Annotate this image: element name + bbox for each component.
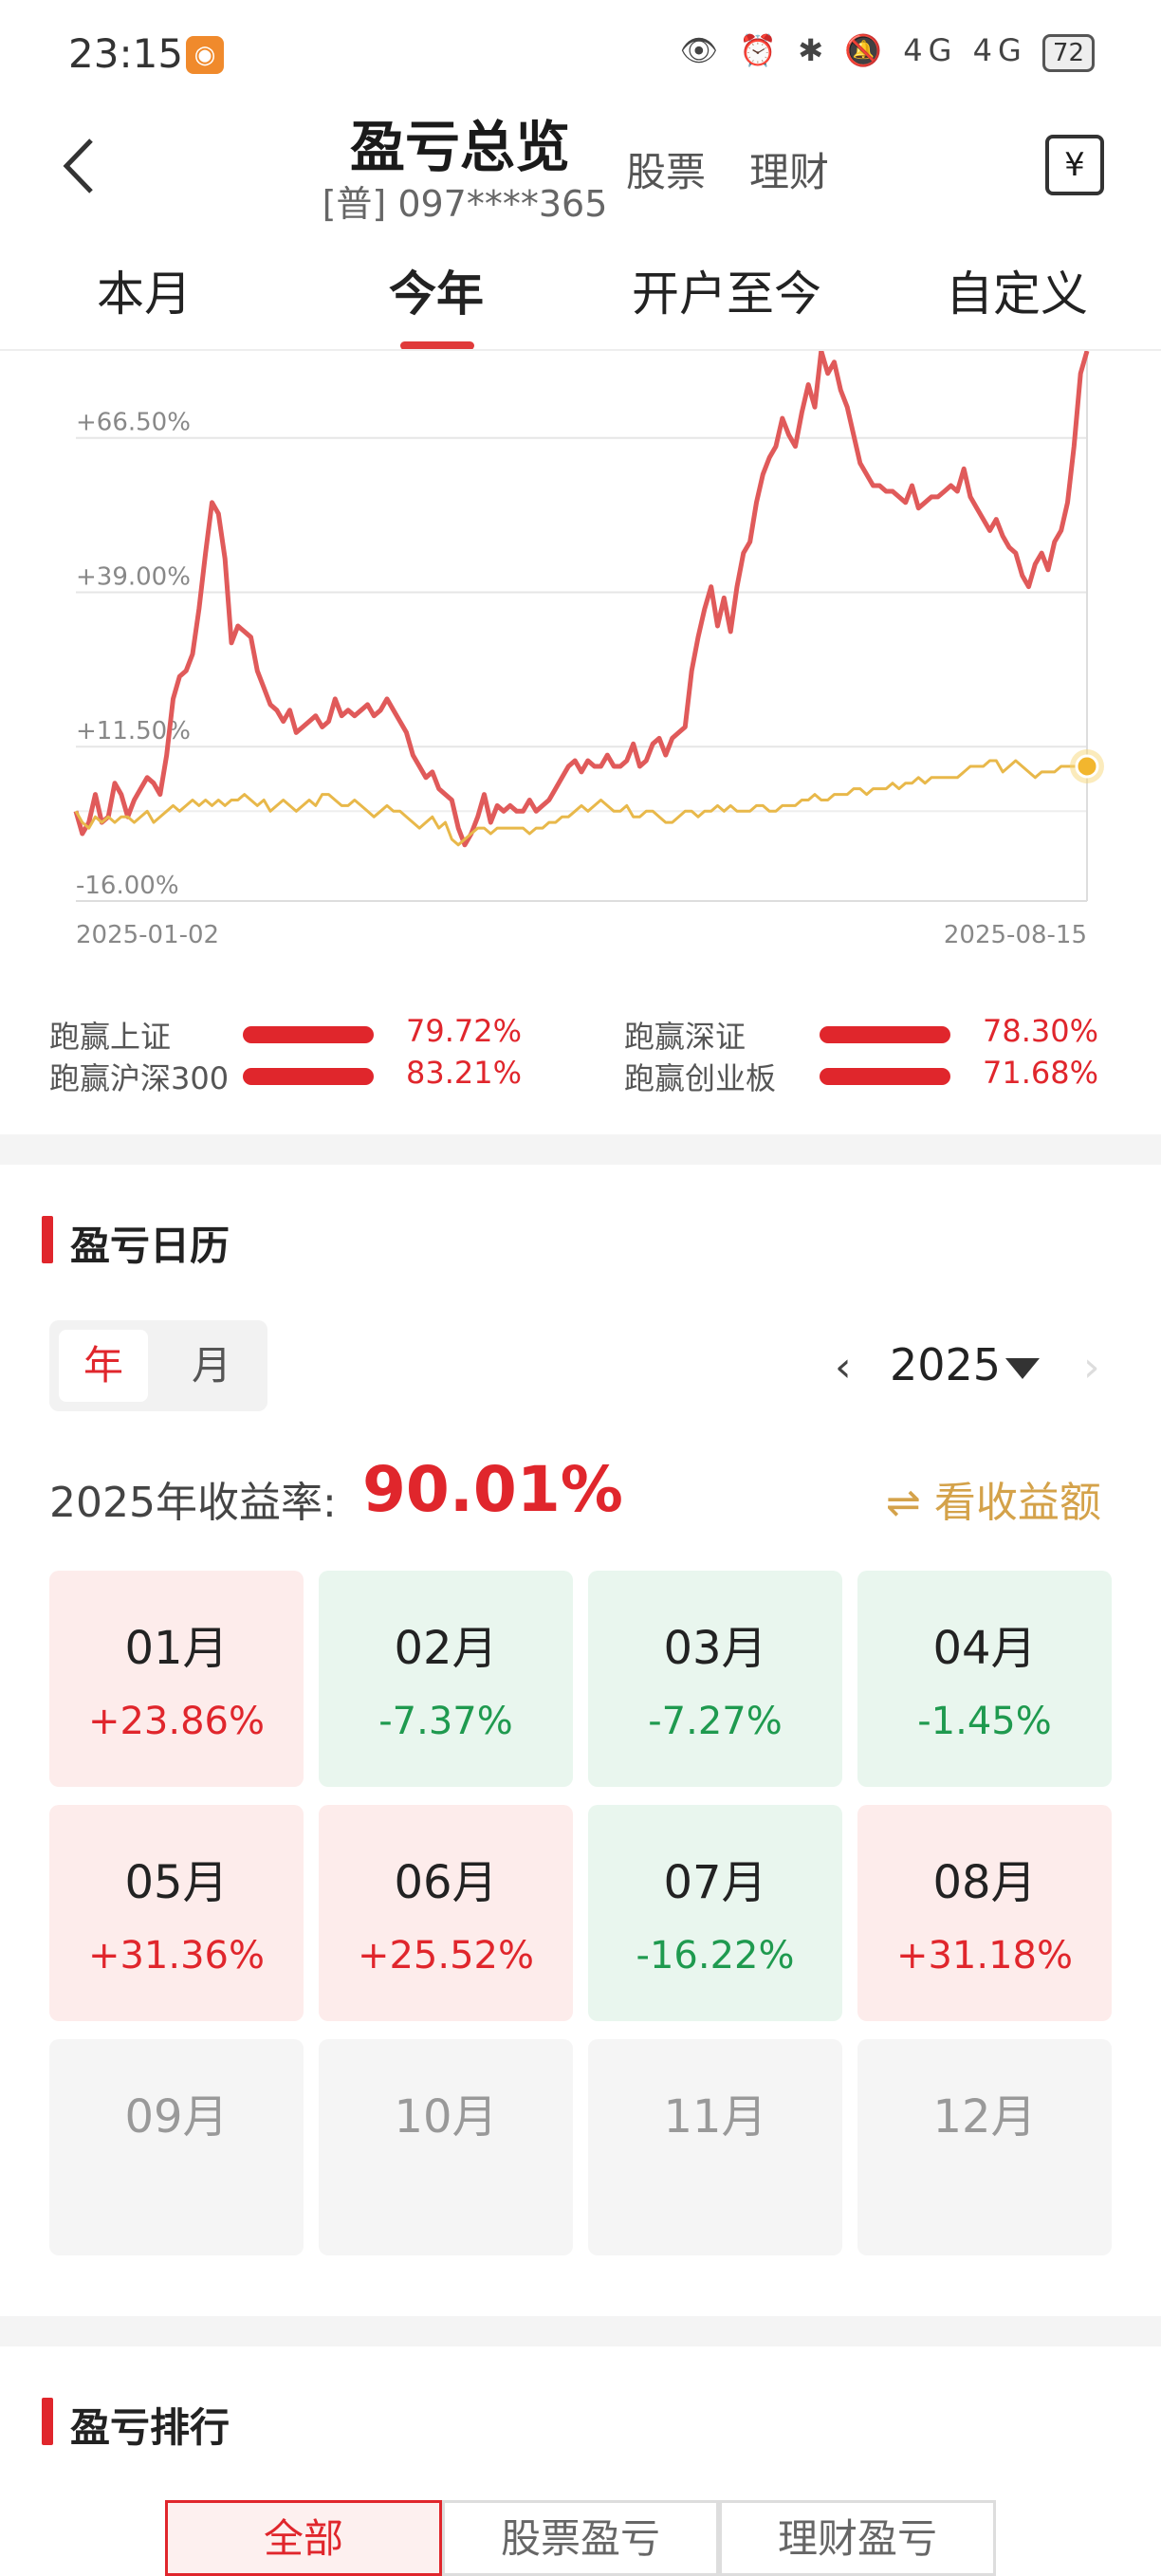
- benchmark-bar: [243, 1068, 374, 1085]
- period-tab-indicator: [400, 341, 474, 350]
- year-next-button[interactable]: ›: [1083, 1343, 1100, 1391]
- month-return: -1.45%: [917, 1700, 1052, 1743]
- month-name: 09月: [124, 2090, 229, 2144]
- end-marker-dot: [1075, 754, 1099, 779]
- chevron-left-icon: [63, 138, 93, 193]
- benchmark-bar: [820, 1026, 950, 1043]
- benchmark-return-line: [74, 759, 1087, 847]
- month-return: +31.18%: [895, 1934, 1074, 1978]
- month-name: 08月: [932, 1856, 1037, 1909]
- mode-year-button[interactable]: 年: [59, 1330, 148, 1402]
- status-bar: 23:15 ◉ 👁 ⏰ ✱ 🔕 4G 4G 72: [0, 0, 1161, 104]
- status-icons: 👁 ⏰ ✱ 🔕 4G 4G 72: [679, 32, 1095, 72]
- period-tab-since-open[interactable]: 开户至今: [632, 267, 821, 322]
- month-name: 03月: [663, 1622, 767, 1675]
- benchmark-value: 83.21%: [406, 1055, 523, 1091]
- back-button[interactable]: [57, 133, 104, 199]
- rank-tab-finance[interactable]: 理财盈亏: [719, 2500, 996, 2576]
- month-name: 12月: [932, 2090, 1037, 2144]
- rank-tab-stock[interactable]: 股票盈亏: [442, 2500, 719, 2576]
- month-name: 10月: [394, 2090, 498, 2144]
- year-prev-button[interactable]: ‹: [835, 1343, 852, 1391]
- year-select[interactable]: 2025: [890, 1339, 1002, 1390]
- month-name: 07月: [663, 1856, 767, 1909]
- month-cell[interactable]: 11月: [588, 2039, 842, 2255]
- month-cell[interactable]: 02月 -7.37%: [319, 1571, 573, 1787]
- month-cell[interactable]: 05月 +31.36%: [49, 1805, 304, 2021]
- calendar-section-title: 盈亏日历: [70, 1223, 230, 1269]
- battery-icon: 72: [1041, 34, 1095, 72]
- section-separator: [0, 1134, 1161, 1165]
- month-return: +25.52%: [357, 1934, 535, 1978]
- tab-finance[interactable]: 理财: [749, 149, 830, 195]
- benchmark-label: 跑赢沪深300: [49, 1060, 230, 1096]
- period-tab-month[interactable]: 本月: [97, 267, 192, 322]
- toggle-amount-button[interactable]: ⇌ 看收益额: [886, 1479, 1101, 1527]
- account-label: [普] 097****365: [322, 183, 608, 225]
- month-cell[interactable]: 08月 +31.18%: [857, 1805, 1112, 2021]
- y-tick-label: +39.00%: [76, 562, 191, 591]
- mode-month-button[interactable]: 月: [191, 1342, 231, 1389]
- month-name: 05月: [124, 1856, 229, 1909]
- benchmark-bar: [243, 1026, 374, 1043]
- page-title: 盈亏总览: [349, 115, 570, 179]
- month-cell[interactable]: 07月 -16.22%: [588, 1805, 842, 2021]
- month-return: -16.22%: [636, 1934, 795, 1978]
- rank-tab-all[interactable]: 全部: [165, 2500, 442, 2576]
- month-name: 04月: [932, 1622, 1037, 1675]
- section-marker: [42, 2398, 53, 2445]
- month-cell[interactable]: 12月: [857, 2039, 1112, 2255]
- month-return: +31.36%: [87, 1934, 266, 1978]
- month-cell[interactable]: 10月: [319, 2039, 573, 2255]
- period-tab-custom[interactable]: 自定义: [946, 267, 1088, 322]
- month-cell[interactable]: 04月 -1.45%: [857, 1571, 1112, 1787]
- month-return: -7.27%: [648, 1700, 783, 1743]
- month-name: 01月: [124, 1622, 229, 1675]
- annual-return-label: 2025年收益率:: [49, 1479, 337, 1527]
- ledger-button[interactable]: ¥: [1045, 135, 1104, 195]
- period-tab-year[interactable]: 今年: [389, 267, 484, 322]
- benchmark-label: 跑赢上证: [49, 1019, 172, 1055]
- yen-ledger-icon: ¥: [1064, 146, 1085, 184]
- y-tick-label: -16.00%: [76, 872, 179, 900]
- month-cell[interactable]: 03月 -7.27%: [588, 1571, 842, 1787]
- month-name: 11月: [663, 2090, 767, 2144]
- caret-down-icon[interactable]: [1005, 1358, 1040, 1379]
- y-tick-label: +66.50%: [76, 409, 191, 437]
- benchmark-bar: [820, 1068, 950, 1085]
- tab-stock[interactable]: 股票: [626, 149, 707, 195]
- section-marker: [42, 1216, 53, 1263]
- month-return: -7.37%: [378, 1700, 513, 1743]
- month-name: 02月: [394, 1622, 498, 1675]
- ranking-section-title: 盈亏排行: [70, 2404, 230, 2451]
- y-tick-label: +11.50%: [76, 717, 191, 745]
- x-axis-start-label: 2025-01-02: [76, 921, 219, 949]
- month-cell[interactable]: 01月 +23.86%: [49, 1571, 304, 1787]
- month-cell[interactable]: 09月: [49, 2039, 304, 2255]
- divider: [0, 349, 1161, 351]
- status-time: 23:15: [68, 30, 184, 77]
- benchmark-label: 跑赢深证: [624, 1019, 746, 1055]
- section-separator: [0, 2316, 1161, 2346]
- month-name: 06月: [394, 1856, 498, 1909]
- profit-chart[interactable]: +66.50%+39.00%+11.50%-16.00% 2025-01-02 …: [0, 351, 1161, 958]
- benchmark-value: 71.68%: [983, 1055, 1099, 1091]
- month-return: +23.86%: [87, 1700, 266, 1743]
- app-notification-icon: ◉: [186, 36, 224, 74]
- status-icons-text: 👁 ⏰ ✱ 🔕 4G 4G: [679, 32, 1027, 68]
- benchmark-value: 78.30%: [983, 1013, 1099, 1049]
- x-axis-end-label: 2025-08-15: [944, 921, 1087, 949]
- benchmark-value: 79.72%: [406, 1013, 523, 1049]
- month-cell[interactable]: 06月 +25.52%: [319, 1805, 573, 2021]
- benchmark-label: 跑赢创业板: [624, 1060, 777, 1096]
- account-return-line: [73, 351, 1090, 848]
- annual-return-value: 90.01%: [362, 1453, 623, 1526]
